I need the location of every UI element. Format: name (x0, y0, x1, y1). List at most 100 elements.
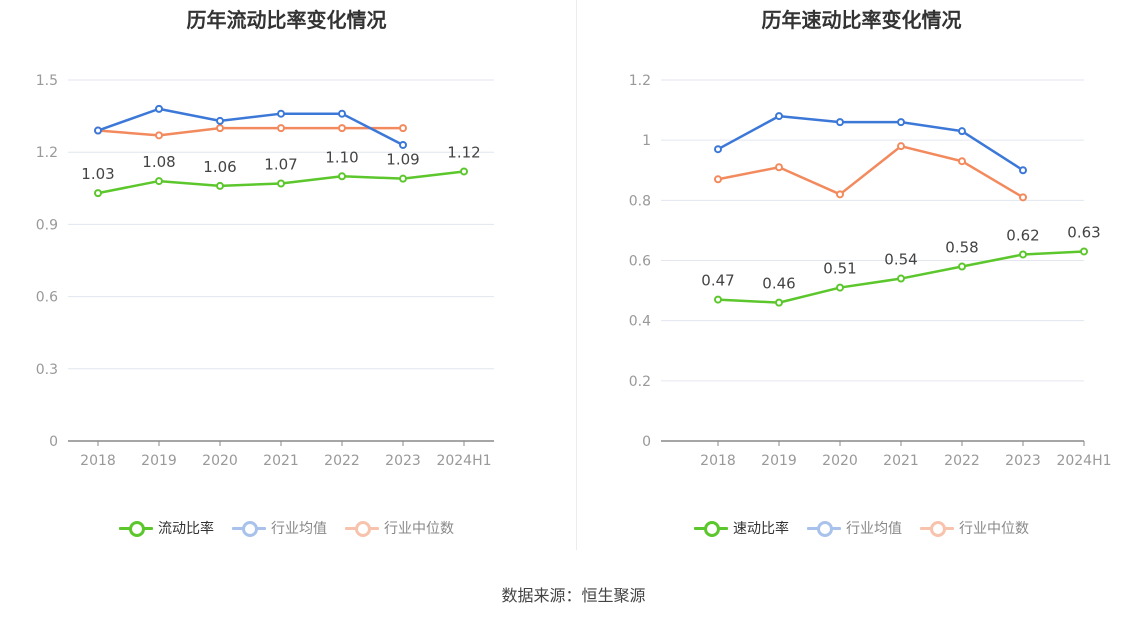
data-point (94, 126, 102, 135)
data-point (155, 104, 163, 113)
y-tick-label: 1.5 (36, 73, 58, 89)
data-point (399, 124, 407, 133)
data-point (958, 127, 966, 136)
legend-item-primary[interactable]: 流动比率 (119, 518, 214, 538)
chart-title: 历年速动比率变化情况 (761, 8, 962, 32)
data-label: 0.62 (1006, 226, 1039, 244)
legend-item-primary[interactable]: 速动比率 (694, 518, 789, 538)
data-point (775, 163, 783, 172)
data-point (897, 142, 905, 151)
data-point (277, 109, 285, 118)
y-tick-label: 0 (642, 434, 651, 450)
legend: 流动比率 行业均值 行业中位数 (0, 518, 573, 538)
x-tick-label: 2020 (822, 453, 858, 469)
quick-ratio-panel: 历年速动比率变化情况 0 0.2 0.4 0.6 0.8 1 1.2 2018 2019 2020… (576, 0, 1147, 550)
data-point (338, 172, 346, 181)
y-tick-label: 1.2 (36, 145, 58, 161)
data-point (958, 157, 966, 166)
data-point (94, 189, 102, 198)
y-tick-label: 0 (49, 434, 58, 450)
data-label: 1.06 (203, 158, 236, 176)
data-point (897, 118, 905, 127)
legend-line-circle-icon (694, 520, 728, 537)
quick-ratio-chart: 0 0.2 0.4 0.6 0.8 1 1.2 2018 2019 2020 2021 2022 202… (629, 73, 1112, 469)
legend-line-circle-icon (119, 520, 153, 537)
legend-label: 行业中位数 (384, 521, 454, 537)
y-tick-label: 0.6 (36, 290, 58, 306)
legend-label: 速动比率 (733, 521, 789, 537)
data-point (714, 175, 722, 184)
legend-item-industry-avg[interactable]: 行业均值 (232, 518, 327, 538)
y-tick-label: 0.3 (36, 362, 58, 378)
data-point (277, 179, 285, 188)
x-tick-label: 2020 (202, 453, 238, 469)
data-point (1019, 166, 1027, 175)
data-label: 0.47 (701, 272, 734, 290)
series-line (717, 144, 1024, 199)
y-tick-label: 0.9 (36, 217, 58, 233)
x-tick-label: 2023 (1005, 453, 1041, 469)
data-label: 1.10 (325, 148, 358, 166)
data-point (775, 298, 783, 307)
data-point (216, 124, 224, 133)
x-tick-label: 2024H1 (1056, 453, 1111, 469)
data-point (958, 262, 966, 271)
data-point (155, 131, 163, 140)
x-tick-label: 2018 (700, 453, 736, 469)
data-point (897, 274, 905, 283)
legend-item-industry-median[interactable]: 行业中位数 (345, 518, 454, 538)
series-line (717, 114, 1024, 172)
legend-label: 流动比率 (158, 521, 214, 537)
data-point (836, 190, 844, 199)
legend-item-industry-avg[interactable]: 行业均值 (807, 518, 902, 538)
data-point (1019, 193, 1027, 202)
data-source-note: 数据来源：恒生聚源 (501, 586, 646, 605)
x-tick-label: 2019 (141, 453, 177, 469)
series-line (97, 107, 404, 147)
data-point (775, 112, 783, 121)
y-tick-label: 0.8 (629, 193, 651, 209)
y-tick-label: 0.4 (629, 314, 651, 330)
y-tick-label: 1 (642, 133, 651, 149)
y-tick-label: 0.2 (629, 374, 651, 390)
x-tick-label: 2021 (883, 453, 919, 469)
legend-line-circle-icon (920, 520, 954, 537)
x-tick-label: 2024H1 (436, 453, 491, 469)
x-tick-label: 2018 (80, 453, 116, 469)
series-line (97, 126, 403, 137)
data-point (714, 295, 722, 304)
data-point (399, 174, 407, 183)
data-label: 0.63 (1067, 223, 1100, 241)
data-label: 1.03 (81, 165, 114, 183)
data-point (155, 177, 163, 186)
legend-item-industry-median[interactable]: 行业中位数 (920, 518, 1029, 538)
x-tick-label: 2022 (944, 453, 980, 469)
data-label: 1.08 (142, 153, 175, 171)
y-tick-label: 0.6 (629, 254, 651, 270)
data-label: 1.07 (264, 155, 297, 173)
data-point (460, 167, 468, 176)
data-point (836, 118, 844, 127)
data-point (338, 109, 346, 118)
data-label: 1.09 (386, 151, 419, 169)
panel-divider (576, 0, 577, 550)
legend-line-circle-icon (345, 520, 379, 537)
data-point (277, 124, 285, 133)
y-tick-label: 1.2 (629, 73, 651, 89)
chart-title: 历年流动比率变化情况 (186, 8, 387, 32)
legend: 速动比率 行业均值 行业中位数 (576, 518, 1147, 538)
data-label: 0.54 (884, 251, 917, 269)
data-label: 0.51 (823, 260, 856, 278)
current-ratio-chart: 0 0.3 0.6 0.9 1.2 1.5 2018 2019 2020 2021 2022 2023… (36, 73, 494, 469)
data-label: 0.46 (762, 275, 795, 293)
x-tick-label: 2019 (761, 453, 797, 469)
data-label: 1.12 (447, 143, 480, 161)
data-point (216, 116, 224, 125)
data-point (338, 124, 346, 133)
legend-label: 行业中位数 (959, 521, 1029, 537)
data-point (836, 283, 844, 292)
data-point (216, 181, 224, 190)
x-tick-label: 2023 (385, 453, 421, 469)
x-tick-label: 2021 (263, 453, 299, 469)
legend-label: 行业均值 (271, 521, 327, 537)
